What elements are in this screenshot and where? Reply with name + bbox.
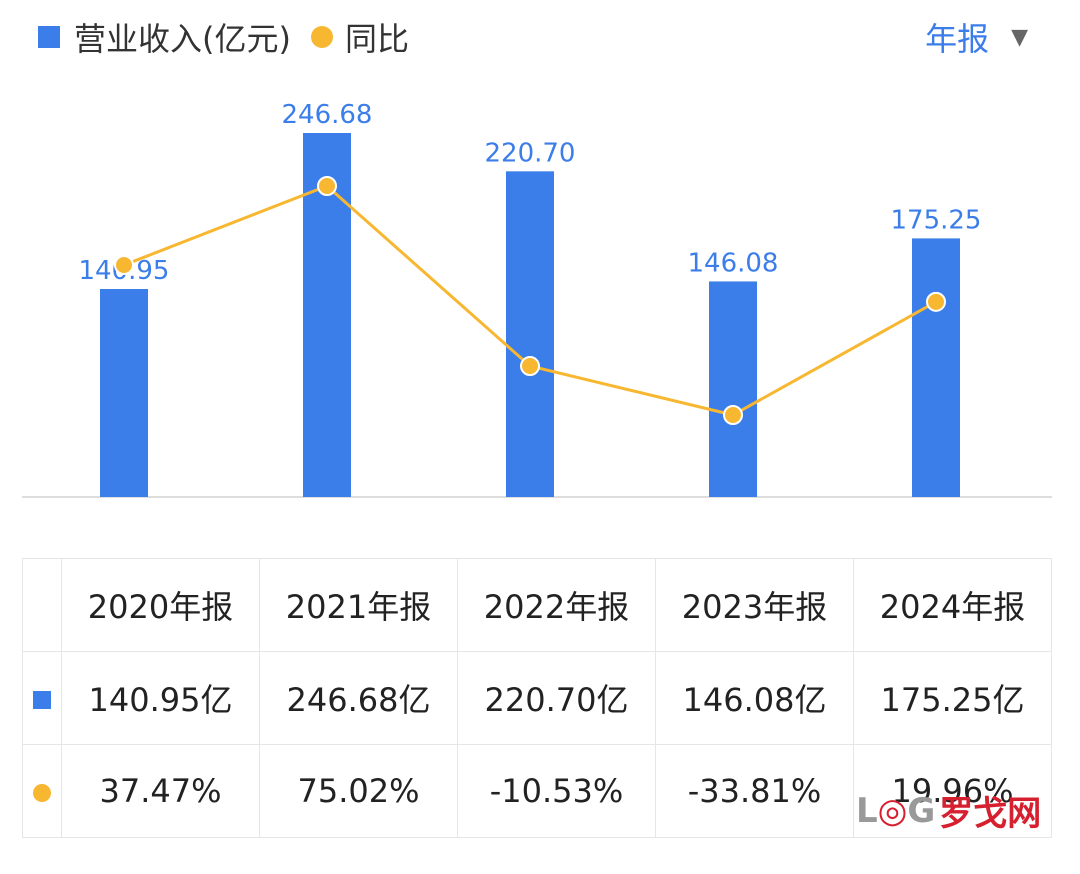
table-cell: 140.95亿 [61,651,260,745]
yoy-point [520,356,540,377]
chart-legend: 营业收入(亿元) 同比 [38,14,409,60]
revenue-legend-swatch [38,26,60,48]
watermark-logo: L ◎ G 罗戈网 [856,790,1042,835]
table-header-row: 2020年报 2021年报 2022年报 2023年报 2024年报 [22,558,1052,652]
table-cell: -10.53% [457,744,656,838]
table-header-cell: 2022年报 [457,558,656,652]
yoy-legend-label: 同比 [344,20,409,58]
chevron-down-icon: ▼ [1011,24,1028,50]
yoy-row-swatch [33,784,51,802]
bar-value-label: 246.68 [282,100,373,130]
revenue-legend-label: 营业收入(亿元) [74,20,291,58]
table-row-revenue: 140.95亿 246.68亿 220.70亿 146.08亿 175.25亿 [22,651,1052,745]
table-header-cell: 2024年报 [853,558,1052,652]
table-header-cell: 2023年报 [655,558,854,652]
table-cell: 146.08亿 [655,651,854,745]
table-row-yoy: 37.47% 75.02% -10.53% -33.81% 19.96% [22,744,1052,838]
table-cell: 246.68亿 [259,651,458,745]
yoy-point [926,291,946,312]
revenue-bar [100,289,148,497]
yoy-point [723,405,743,425]
table-cell: 220.70亿 [457,651,656,745]
table-header-cell: 2021年报 [259,558,458,652]
table-cell: 175.25亿 [853,651,1052,745]
yoy-point [114,255,134,276]
table-cell: 75.02% [259,744,458,838]
bar-value-label: 175.25 [891,205,982,235]
bar-value-label: 146.08 [688,248,779,278]
table-header-cell: 2020年报 [61,558,260,652]
yoy-point [317,176,337,196]
period-selector-label: 年报 [925,20,990,58]
data-table: 2020年报 2021年报 2022年报 2023年报 2024年报 140.9… [22,558,1052,838]
revenue-bar [912,238,960,498]
table-cell: -33.81% [655,744,854,838]
revenue-bar [709,281,757,497]
yoy-legend-swatch [310,26,333,48]
revenue-bar [506,171,554,497]
bar-value-label: 220.70 [485,138,576,168]
table-cell: 37.47% [61,744,260,838]
period-selector[interactable]: 年报 ▼ [925,14,1028,60]
table-cell: 19.96% [853,744,1052,838]
revenue-row-swatch [33,691,51,709]
